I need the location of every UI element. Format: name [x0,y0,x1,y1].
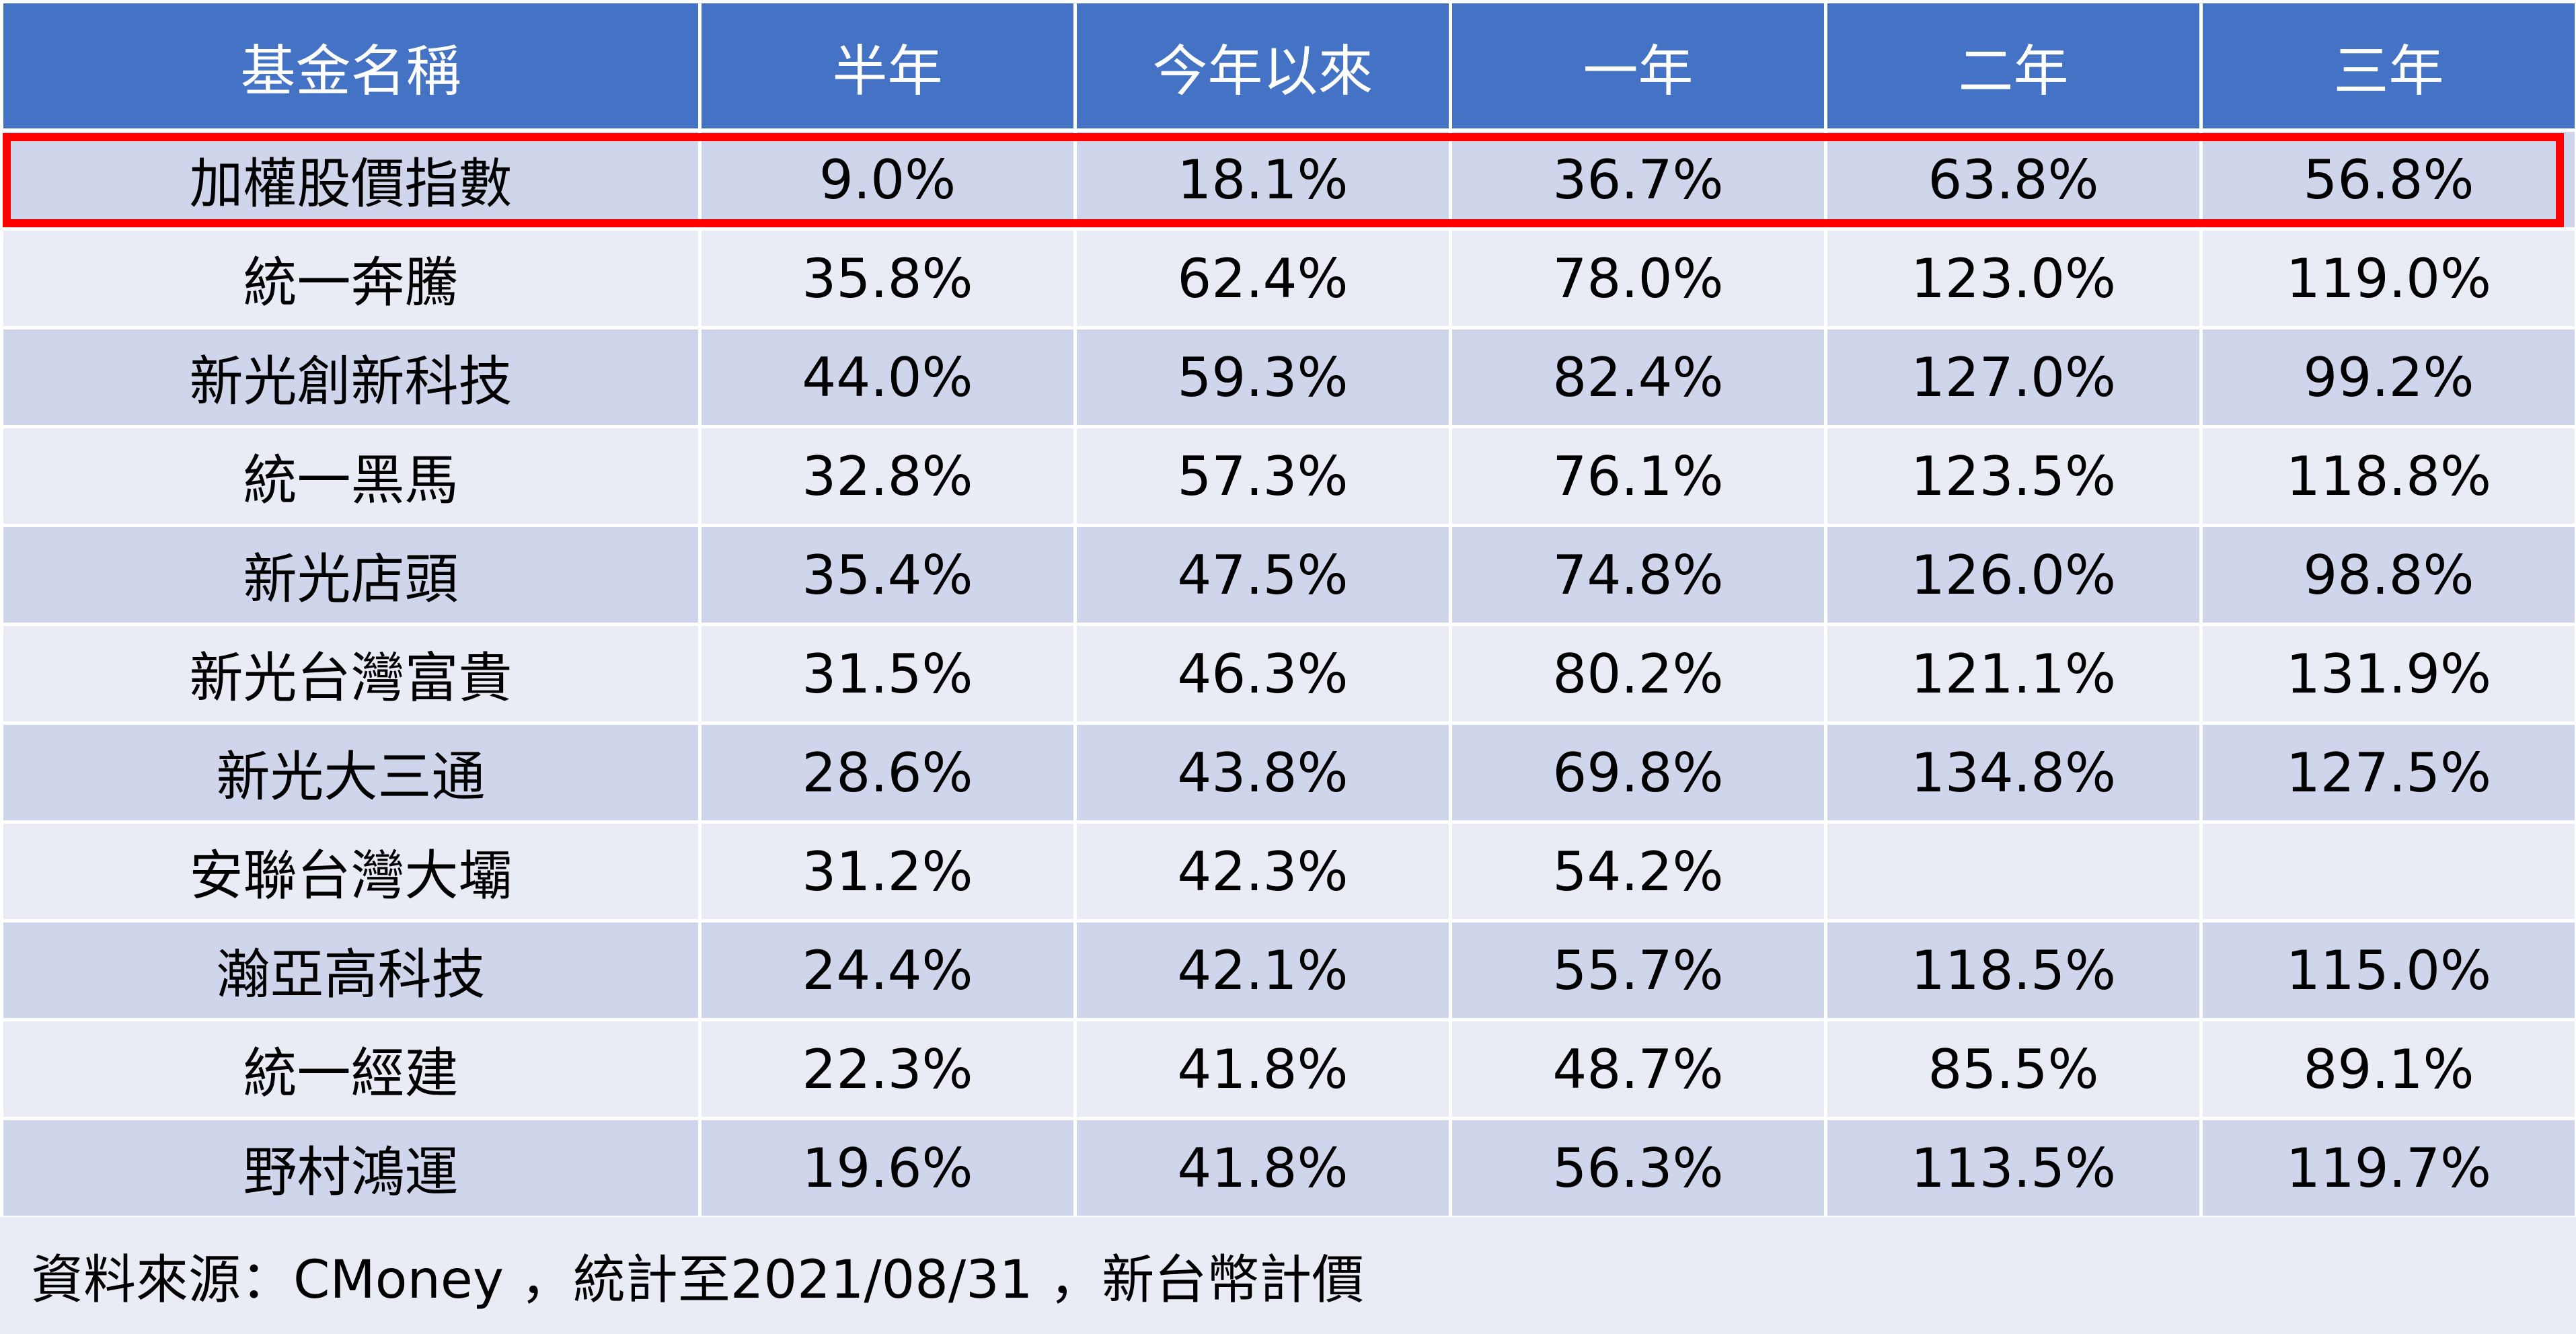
table-row: 統一黑馬 32.8% 57.3% 76.1% 123.5% 118.8% [0,425,2576,527]
cell-three-year: 56.8% [2199,128,2576,231]
cell-three-year: 89.1% [2199,1018,2576,1120]
cell-half-year: 22.3% [698,1018,1077,1120]
cell-half-year: 32.8% [698,425,1077,527]
cell-two-year: 123.5% [1824,425,2203,527]
cell-two-year: 127.0% [1824,326,2203,428]
table-row: 新光大三通 28.6% 43.8% 69.8% 134.8% 127.5% [0,721,2576,824]
cell-half-year: 9.0% [698,128,1077,231]
cell-three-year [2199,820,2576,923]
cell-one-year: 76.1% [1449,425,1827,527]
cell-two-year: 134.8% [1824,721,2203,824]
header-one-year: 一年 [1449,0,1827,132]
table-row: 瀚亞高科技 24.4% 42.1% 55.7% 118.5% 115.0% [0,919,2576,1021]
table-row: 新光台灣富貴 31.5% 46.3% 80.2% 121.1% 131.9% [0,623,2576,725]
cell-three-year: 115.0% [2199,919,2576,1021]
cell-fund-name: 新光大三通 [0,721,702,824]
header-two-year: 二年 [1824,0,2203,132]
cell-one-year: 36.7% [1449,128,1827,231]
cell-ytd: 18.1% [1073,128,1452,231]
cell-half-year: 28.6% [698,721,1077,824]
cell-one-year: 69.8% [1449,721,1827,824]
cell-half-year: 19.6% [698,1117,1077,1219]
cell-one-year: 55.7% [1449,919,1827,1021]
cell-three-year: 99.2% [2199,326,2576,428]
cell-one-year: 48.7% [1449,1018,1827,1120]
header-half-year: 半年 [698,0,1077,132]
cell-ytd: 46.3% [1073,623,1452,725]
cell-three-year: 98.8% [2199,524,2576,626]
cell-one-year: 74.8% [1449,524,1827,626]
table-row: 新光店頭 35.4% 47.5% 74.8% 126.0% 98.8% [0,524,2576,626]
cell-one-year: 80.2% [1449,623,1827,725]
cell-ytd: 42.3% [1073,820,1452,923]
cell-fund-name: 統一奔騰 [0,227,702,329]
cell-half-year: 35.8% [698,227,1077,329]
fund-performance-table-wrapper: 基金名稱 半年 今年以來 一年 二年 三年 加權股價指數 9.0% 18.1% 36.… [0,0,2576,1219]
cell-two-year: 113.5% [1824,1117,2203,1219]
header-ytd: 今年以來 [1073,0,1452,132]
cell-fund-name: 加權股價指數 [0,128,702,231]
cell-half-year: 31.2% [698,820,1077,923]
header-fund-name: 基金名稱 [0,0,702,132]
source-note: 資料來源：CMoney ，統計至2021/08/31 ，新台幣計價 [31,1250,1365,1310]
cell-two-year [1824,820,2203,923]
cell-one-year: 78.0% [1449,227,1827,329]
cell-three-year: 131.9% [2199,623,2576,725]
fund-performance-table: 基金名稱 半年 今年以來 一年 二年 三年 加權股價指數 9.0% 18.1% 36.… [0,0,2576,1219]
cell-ytd: 42.1% [1073,919,1452,1021]
cell-fund-name: 統一黑馬 [0,425,702,527]
cell-two-year: 121.1% [1824,623,2203,725]
cell-ytd: 62.4% [1073,227,1452,329]
cell-fund-name: 統一經建 [0,1018,702,1120]
cell-ytd: 59.3% [1073,326,1452,428]
header-row: 基金名稱 半年 今年以來 一年 二年 三年 [0,0,2576,132]
cell-ytd: 57.3% [1073,425,1452,527]
table-row: 統一奔騰 35.8% 62.4% 78.0% 123.0% 119.0% [0,227,2576,329]
cell-two-year: 118.5% [1824,919,2203,1021]
cell-ytd: 41.8% [1073,1018,1452,1120]
cell-half-year: 24.4% [698,919,1077,1021]
cell-half-year: 44.0% [698,326,1077,428]
table-row: 安聯台灣大壩 31.2% 42.3% 54.2% [0,820,2576,923]
source-footer: 資料來源：CMoney ，統計至2021/08/31 ，新台幣計價 [0,1217,2576,1334]
table-row: 新光創新科技 44.0% 59.3% 82.4% 127.0% 99.2% [0,326,2576,428]
cell-one-year: 54.2% [1449,820,1827,923]
cell-ytd: 47.5% [1073,524,1452,626]
cell-three-year: 118.8% [2199,425,2576,527]
cell-one-year: 56.3% [1449,1117,1827,1219]
cell-fund-name: 瀚亞高科技 [0,919,702,1021]
table-body: 加權股價指數 9.0% 18.1% 36.7% 63.8% 56.8% 統一奔騰 35.8% 6… [0,128,2576,1219]
cell-ytd: 43.8% [1073,721,1452,824]
cell-two-year: 63.8% [1824,128,2203,231]
cell-fund-name: 新光店頭 [0,524,702,626]
header-three-year: 三年 [2199,0,2576,132]
cell-two-year: 126.0% [1824,524,2203,626]
cell-three-year: 119.0% [2199,227,2576,329]
cell-half-year: 35.4% [698,524,1077,626]
cell-fund-name: 新光創新科技 [0,326,702,428]
table-row: 統一經建 22.3% 41.8% 48.7% 85.5% 89.1% [0,1018,2576,1120]
table-row-highlighted: 加權股價指數 9.0% 18.1% 36.7% 63.8% 56.8% [0,128,2576,231]
table-row: 野村鴻運 19.6% 41.8% 56.3% 113.5% 119.7% [0,1117,2576,1219]
cell-half-year: 31.5% [698,623,1077,725]
cell-two-year: 123.0% [1824,227,2203,329]
cell-fund-name: 野村鴻運 [0,1117,702,1219]
cell-three-year: 127.5% [2199,721,2576,824]
cell-fund-name: 安聯台灣大壩 [0,820,702,923]
cell-fund-name: 新光台灣富貴 [0,623,702,725]
cell-one-year: 82.4% [1449,326,1827,428]
table-header: 基金名稱 半年 今年以來 一年 二年 三年 [0,0,2576,132]
cell-three-year: 119.7% [2199,1117,2576,1219]
cell-ytd: 41.8% [1073,1117,1452,1219]
cell-two-year: 85.5% [1824,1018,2203,1120]
